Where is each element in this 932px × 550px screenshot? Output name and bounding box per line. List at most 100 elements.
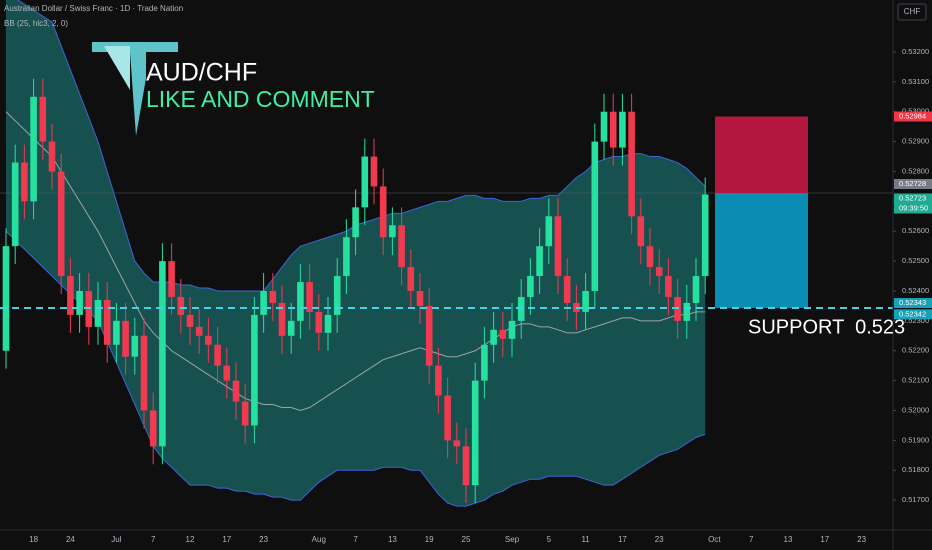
candle-body — [122, 320, 129, 357]
x-tick-label: 7 — [151, 535, 156, 544]
logo-accent — [104, 46, 130, 90]
candle-body — [223, 365, 231, 381]
candle-body — [591, 141, 599, 291]
candle-body — [352, 207, 359, 238]
currency[interactable]: CHF — [904, 7, 921, 16]
y-tick-label: 0.52800 — [902, 166, 929, 175]
candle-body — [425, 305, 433, 366]
candle-body — [159, 261, 166, 447]
x-tick-label: 23 — [655, 535, 664, 544]
y-tick-label: 0.52100 — [902, 376, 929, 385]
currency-box[interactable] — [897, 3, 927, 21]
candle-body — [536, 246, 543, 277]
price-label: 0.52723 — [899, 193, 926, 202]
x-tick-label: 7 — [353, 535, 358, 544]
y-tick-label: 0.52600 — [902, 226, 929, 235]
candle-body — [140, 335, 148, 411]
candle-body — [370, 156, 378, 187]
candle-body — [490, 329, 497, 345]
x-tick-label: Oct — [708, 535, 721, 544]
candle-body — [241, 401, 249, 426]
candle-body — [315, 311, 323, 333]
candle-body — [168, 261, 175, 297]
y-tick-label: 0.51700 — [902, 495, 929, 504]
x-tick-label: 12 — [186, 535, 195, 544]
candle-body — [361, 156, 369, 208]
candle-body — [389, 225, 396, 238]
candle-body — [21, 162, 28, 202]
candle-body — [398, 225, 405, 268]
x-tick-label: 7 — [749, 535, 754, 544]
candle-body — [453, 440, 461, 447]
target-zone — [715, 192, 808, 309]
x-tick-label: 23 — [857, 535, 866, 544]
indicator-label: BB (25, hlc3, 2, 0) — [4, 19, 68, 28]
candle-body — [646, 246, 654, 268]
y-tick-label: 0.53100 — [902, 77, 929, 86]
candle-body — [379, 186, 387, 238]
price-label: 0.52728 — [899, 179, 926, 188]
candle-body — [333, 276, 341, 315]
candle-body — [131, 335, 139, 357]
y-tick-label: 0.51800 — [902, 465, 929, 474]
candle-body — [48, 141, 56, 172]
candle-body — [177, 296, 185, 315]
candle-body — [149, 410, 157, 447]
price-label-box — [894, 178, 932, 189]
price-label-box — [894, 298, 932, 309]
stop-zone — [715, 116, 808, 193]
candle-body — [545, 216, 553, 247]
candle-body — [76, 290, 83, 315]
candle-body — [39, 96, 47, 142]
price-label: 0.52343 — [899, 298, 926, 307]
candle-body — [297, 282, 304, 321]
candle-body — [462, 446, 470, 486]
candle-body — [324, 314, 332, 333]
candle-body — [214, 344, 221, 366]
candle-body — [683, 302, 691, 321]
x-tick-label: 5 — [547, 535, 552, 544]
candle-body — [582, 290, 589, 312]
candle-body — [186, 314, 194, 327]
band-lower — [5, 230, 706, 507]
x-tick-label: 17 — [820, 535, 829, 544]
candle-body — [103, 299, 111, 345]
candle-body — [508, 320, 516, 339]
candle-body — [195, 326, 203, 336]
candle-body — [637, 216, 645, 247]
candle-body — [343, 237, 350, 277]
subheadline: LIKE AND COMMENT — [146, 86, 375, 112]
price-label-box — [894, 309, 932, 320]
x-tick-label: 17 — [222, 535, 231, 544]
y-tick-label: 0.51900 — [902, 435, 929, 444]
x-tick-label: 13 — [784, 535, 793, 544]
countdown: 09:39:50 — [899, 203, 928, 212]
candle-body — [471, 380, 479, 486]
candle-body — [628, 111, 635, 217]
x-tick-label: 13 — [388, 535, 397, 544]
x-tick-label: Jul — [111, 535, 121, 544]
candle-body — [251, 314, 258, 426]
candle-body — [554, 216, 562, 277]
candle-body — [11, 162, 19, 247]
candle-body — [205, 335, 212, 345]
countdown-box — [894, 203, 932, 214]
candle-body — [665, 276, 672, 297]
y-tick-label: 0.52300 — [902, 316, 929, 325]
y-tick-label: 0.52400 — [902, 286, 929, 295]
price-label-box — [894, 193, 932, 204]
headline: AUD/CHF — [146, 59, 257, 87]
candle-body — [306, 282, 313, 312]
x-tick-label: 19 — [425, 535, 434, 544]
logo-shape — [92, 42, 178, 136]
candle-body — [609, 111, 617, 148]
x-tick-label: Aug — [312, 535, 326, 544]
logo — [92, 42, 178, 136]
candle-body — [260, 290, 267, 315]
candle-body — [287, 320, 295, 336]
candle-body — [692, 276, 700, 303]
candle-body — [57, 171, 65, 277]
chart-title: Australian Dollar / Swiss Franc · 1D · T… — [4, 4, 183, 13]
